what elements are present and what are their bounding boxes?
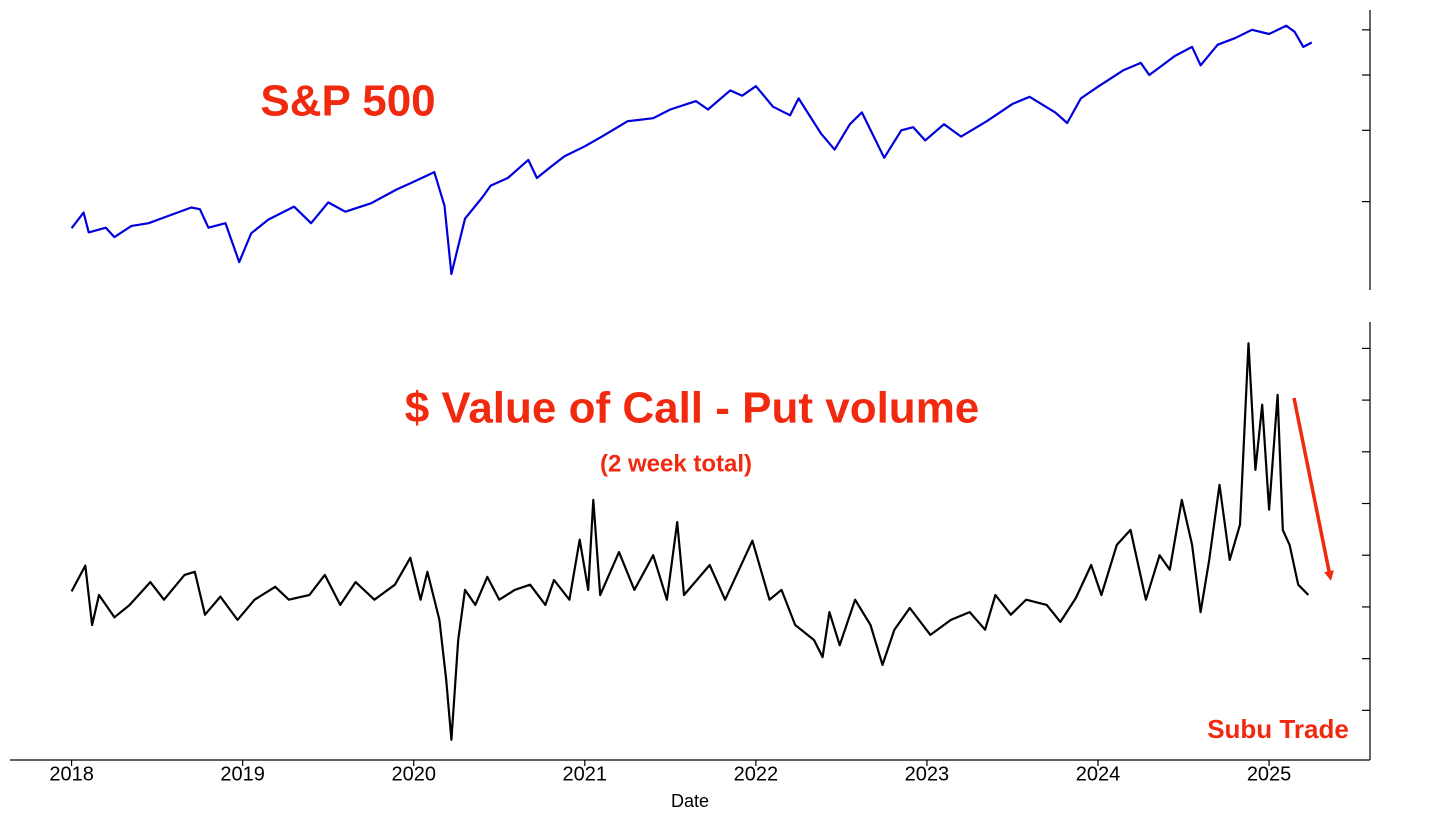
bottom-title: $ Value of Call - Put volume bbox=[405, 384, 980, 433]
x-tick-label: 2025 bbox=[1247, 763, 1292, 785]
annotation: Subu Trade bbox=[1207, 714, 1349, 744]
x-tick-label: 2021 bbox=[563, 763, 608, 785]
line-series bbox=[70, 24, 1313, 276]
x-tick-label: 2024 bbox=[1076, 763, 1121, 785]
x-tick-label: 2020 bbox=[391, 763, 436, 785]
arrow bbox=[1292, 397, 1334, 581]
x-tick-label: 2019 bbox=[220, 763, 265, 785]
bottom-subtitle: (2 week total) bbox=[600, 450, 752, 477]
top-title: S&P 500 bbox=[260, 77, 435, 126]
line-series bbox=[70, 342, 1310, 741]
x-tick-label: 2023 bbox=[905, 763, 950, 785]
x-tick-label: 2022 bbox=[734, 763, 779, 785]
x-axis-label: Date bbox=[671, 791, 709, 811]
x-tick-label: 2018 bbox=[49, 763, 94, 785]
